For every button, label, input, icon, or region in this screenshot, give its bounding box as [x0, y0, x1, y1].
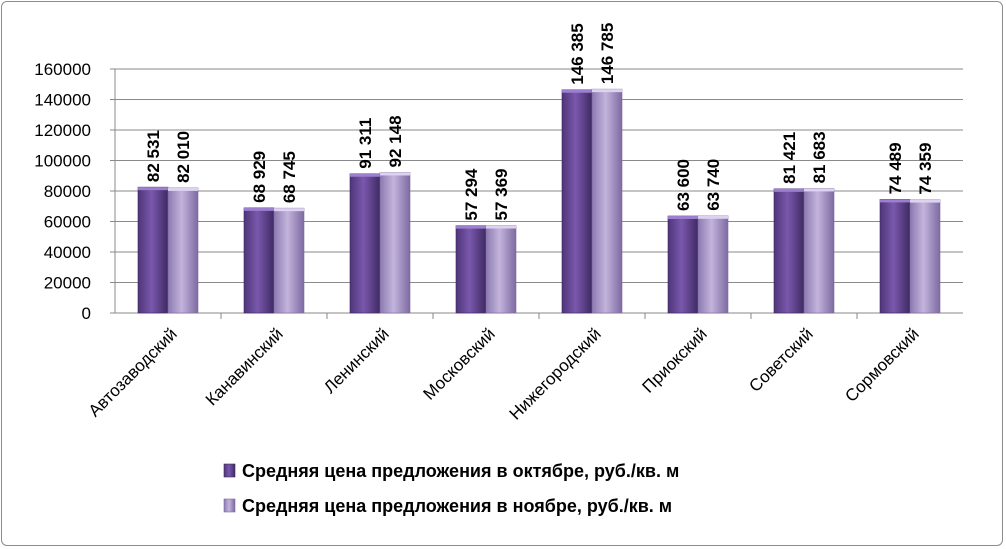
- data-label: 68 929: [250, 151, 269, 203]
- y-tick-label: 100000: [34, 152, 91, 171]
- bar-november: [379, 172, 411, 314]
- data-label: 81 421: [780, 132, 799, 184]
- bar-highlight: [592, 89, 622, 93]
- y-tick-label: 80000: [44, 182, 91, 201]
- y-tick-label: 20000: [44, 274, 91, 293]
- data-label: 74 359: [916, 143, 935, 195]
- data-label: 91 311: [356, 118, 375, 169]
- bar-october: [561, 89, 593, 314]
- x-tick-label: Автозаводский: [85, 324, 181, 420]
- legend-label: Средняя цена предложения в ноябре, руб./…: [242, 496, 672, 516]
- bar-highlight: [562, 89, 592, 93]
- data-label: 57 294: [462, 168, 481, 221]
- bar-november: [273, 207, 305, 314]
- x-tick-label: Советский: [745, 324, 816, 395]
- bar-november: [485, 225, 517, 314]
- legend-label: Средняя цена предложения в октябре, руб.…: [242, 461, 679, 481]
- bar-highlight: [168, 187, 198, 191]
- gridlines: [115, 68, 963, 283]
- bar-highlight: [350, 173, 380, 177]
- bar-october: [243, 207, 275, 314]
- bar-highlight: [698, 215, 728, 219]
- data-label: 82 531: [144, 130, 163, 182]
- data-label: 63 740: [704, 159, 723, 211]
- bar-november: [591, 88, 623, 314]
- x-tick-label: Ленинский: [320, 324, 393, 397]
- bar-highlight: [456, 225, 486, 229]
- legend-swatch: [223, 463, 236, 478]
- bar-october: [773, 188, 805, 314]
- data-label: 92 148: [386, 115, 405, 167]
- bar-november: [697, 215, 729, 314]
- x-tick-label: Московский: [420, 324, 499, 403]
- x-tick-label: Приокский: [639, 324, 711, 396]
- data-label: 63 600: [674, 159, 693, 211]
- y-tick-label: 0: [82, 304, 91, 323]
- bar-october: [137, 186, 169, 314]
- data-label: 57 369: [492, 169, 511, 221]
- y-tick-label: 160000: [34, 60, 91, 79]
- bar-highlight: [244, 207, 274, 211]
- bar-october: [667, 215, 699, 314]
- data-label: 82 010: [174, 131, 193, 183]
- bar-highlight: [486, 225, 516, 229]
- data-label: 68 745: [280, 151, 299, 203]
- bar-highlight: [910, 199, 940, 203]
- legend-swatch: [223, 498, 236, 513]
- bar-highlight: [804, 188, 834, 192]
- bar-november: [909, 199, 941, 314]
- data-labels: 82 531 82 010 68 929 68 745 91 311 92 148 57 2…: [144, 23, 935, 221]
- y-tick-label: 40000: [44, 243, 91, 262]
- bar-highlight: [274, 208, 304, 212]
- data-label: 146 385: [568, 23, 587, 84]
- bar-october: [455, 225, 487, 314]
- data-label: 81 683: [810, 131, 829, 183]
- y-tick-label: 60000: [44, 213, 91, 232]
- bar-highlight: [668, 216, 698, 220]
- data-label: 74 489: [886, 142, 905, 194]
- x-tick-label: Нижегородский: [506, 324, 605, 423]
- bar-november: [167, 187, 199, 314]
- x-tick-label: Канавинский: [202, 324, 287, 409]
- bar-highlight: [138, 187, 168, 191]
- x-tick-label: Сормовский: [841, 324, 922, 405]
- bar-highlight: [380, 172, 410, 176]
- bar-highlight: [774, 188, 804, 192]
- legend: Средняя цена предложения в октябре, руб.…: [223, 461, 679, 516]
- bar-october: [879, 199, 911, 314]
- y-tick-label: 120000: [34, 121, 91, 140]
- bar-november: [803, 188, 835, 314]
- y-tick-label: 140000: [34, 91, 91, 110]
- bar-highlight: [880, 199, 910, 203]
- bar-october: [349, 173, 381, 314]
- bars: [137, 88, 941, 314]
- data-label: 146 785: [598, 23, 617, 84]
